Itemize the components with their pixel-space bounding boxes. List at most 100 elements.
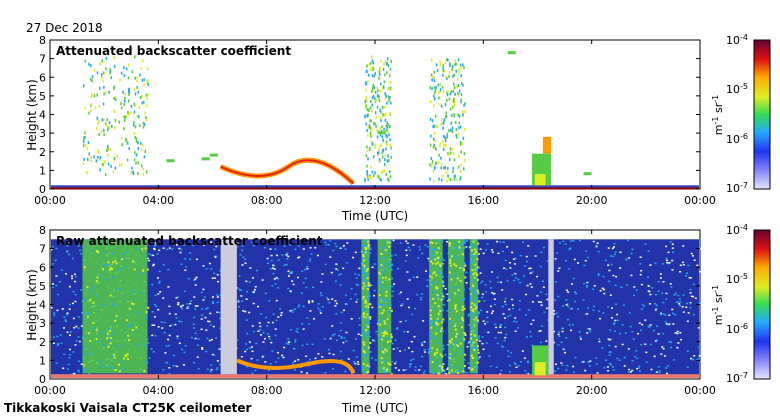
heatmap-cell	[449, 178, 452, 182]
heatmap-cell	[445, 373, 448, 375]
heatmap-cell	[540, 301, 543, 303]
heatmap-cell	[554, 281, 557, 283]
heatmap-cell	[399, 291, 402, 294]
heatmap-cell	[340, 311, 343, 314]
heatmap-cell	[367, 133, 369, 137]
heatmap-cell	[250, 357, 253, 360]
heatmap-cell	[369, 146, 371, 150]
heatmap-cell	[151, 324, 154, 326]
heatmap-cell	[453, 341, 456, 344]
heatmap-cell	[105, 56, 108, 60]
heatmap-cell	[452, 82, 455, 86]
heatmap-cell	[507, 350, 510, 352]
heatmap-cell	[329, 256, 332, 258]
heatmap-cell	[470, 342, 473, 345]
heatmap-cell	[213, 354, 216, 356]
heatmap-cell	[104, 173, 107, 177]
heatmap-cell	[385, 147, 387, 151]
heatmap-cell	[613, 322, 616, 324]
heatmap-cell	[454, 366, 457, 369]
heatmap-cell	[540, 291, 543, 293]
heatmap-cell	[673, 294, 676, 296]
heatmap-cell	[455, 69, 458, 73]
heatmap-cell	[584, 259, 587, 262]
heatmap-cell	[407, 347, 410, 349]
heatmap-cell	[105, 335, 108, 338]
heatmap-cell	[418, 246, 421, 248]
heatmap-cell	[457, 344, 460, 347]
heatmap-cell	[459, 342, 462, 345]
heatmap-cell	[291, 280, 294, 282]
heatmap-cell	[585, 284, 588, 287]
heatmap-cell	[365, 364, 368, 367]
heatmap-cell	[183, 351, 186, 354]
heatmap-cell	[113, 356, 116, 359]
heatmap-cell	[640, 343, 643, 346]
heatmap-cell	[434, 258, 437, 261]
heatmap-cell	[200, 328, 203, 331]
heatmap-cell	[692, 255, 695, 257]
heatmap-cell	[436, 270, 439, 273]
heatmap-cell	[362, 332, 365, 335]
heatmap-cell	[389, 340, 392, 343]
heatmap-cell	[184, 269, 187, 271]
heatmap-cell	[386, 261, 389, 264]
heatmap-cell	[379, 323, 382, 326]
heatmap-cell	[618, 359, 621, 361]
heatmap-cell	[490, 312, 493, 314]
heatmap-cell	[442, 140, 444, 144]
heatmap-cell	[489, 365, 492, 368]
low-cloud-core	[534, 362, 546, 376]
heatmap-cell	[207, 320, 210, 323]
heatmap-cell	[389, 259, 392, 262]
heatmap-cell	[142, 125, 145, 129]
heatmap-cell	[411, 350, 414, 353]
heatmap-cell	[365, 325, 368, 328]
heatmap-cell	[366, 149, 369, 153]
heatmap-cell	[630, 274, 633, 277]
heatmap-cell	[475, 306, 478, 309]
heatmap-cell	[366, 333, 369, 336]
heatmap-cell	[71, 277, 74, 280]
heatmap-cell	[246, 291, 249, 293]
heatmap-cell	[387, 100, 389, 104]
heatmap-cell	[304, 277, 307, 280]
heatmap-cell	[373, 294, 376, 297]
heatmap-cell	[143, 370, 146, 373]
heatmap-cell	[568, 324, 571, 326]
heatmap-cell	[206, 337, 209, 340]
heatmap-cell	[366, 288, 369, 291]
heatmap-cell	[421, 344, 424, 346]
heatmap-cell	[308, 260, 311, 262]
heatmap-cell	[504, 336, 507, 339]
heatmap-cell	[183, 364, 186, 366]
heatmap-cell	[431, 248, 434, 251]
heatmap-cell	[513, 362, 516, 364]
heatmap-cell	[319, 292, 322, 294]
heatmap-cell	[153, 303, 156, 306]
heatmap-cell	[360, 334, 363, 337]
heatmap-cell	[361, 266, 364, 269]
heatmap-cell	[496, 240, 499, 243]
heatmap-cell	[410, 363, 413, 365]
heatmap-cell	[662, 301, 665, 304]
heatmap-cell	[526, 373, 529, 375]
heatmap-cell	[453, 86, 456, 90]
heatmap-cell	[114, 118, 117, 122]
heatmap-cell	[136, 114, 138, 118]
heatmap-cell	[362, 363, 365, 366]
heatmap-cell	[448, 242, 451, 245]
heatmap-cell	[431, 241, 434, 244]
heatmap-cell	[432, 297, 435, 300]
heatmap-cell	[140, 141, 142, 145]
heatmap-cell	[435, 85, 437, 89]
heatmap-cell	[197, 338, 200, 340]
heatmap-cell	[592, 305, 595, 308]
heatmap-cell	[380, 304, 383, 307]
heatmap-cell	[373, 155, 375, 159]
heatmap-cell	[470, 328, 473, 331]
heatmap-cell	[446, 76, 448, 80]
heatmap-cell	[364, 336, 367, 339]
heatmap-cell	[108, 126, 111, 130]
heatmap-cell	[624, 332, 627, 334]
